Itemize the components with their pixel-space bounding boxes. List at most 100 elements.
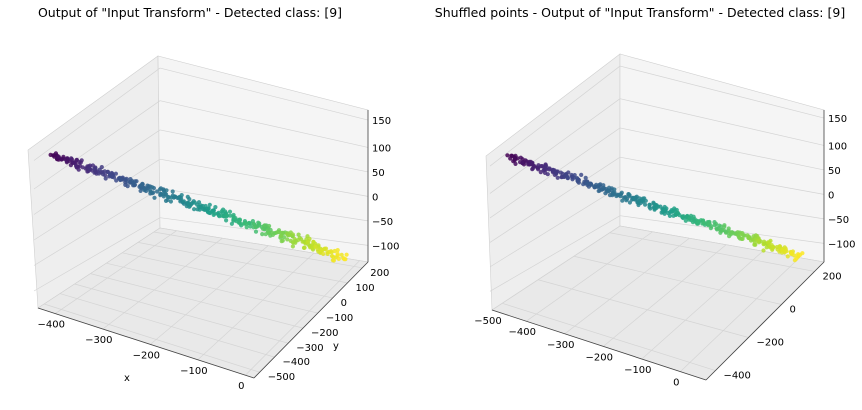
chart-1-point-150 [614,193,619,199]
chart-1-x-tick-label-5: 0 [673,378,679,389]
chart-1-point-283 [713,221,719,226]
chart-0-y-gridline-5 [122,252,333,299]
chart-1-point-274 [701,220,706,226]
chart-0-point-228 [216,210,221,215]
left-x-axis-line [37,307,255,379]
chart-1-point-115 [589,182,594,187]
chart-1-point-187 [643,202,648,207]
chart-0-point-244 [227,209,233,214]
chart-0-point-259 [233,216,238,221]
chart-0-x-tick-label-3: −100 [180,366,207,377]
chart-1-point-383 [784,249,789,254]
chart-0-point-399 [342,257,347,262]
chart-0-point-239 [223,209,228,214]
chart-0-point-35 [69,156,74,161]
left-x-axis-label: x [124,373,130,384]
chart-1-point-323 [740,236,745,241]
chart-0-point-73 [100,172,106,177]
chart-0-y-tick-label-2: −300 [296,343,323,354]
chart-0-x-gridline-3 [197,252,315,361]
chart-0-point-247 [228,213,233,218]
chart-1-point-236 [675,210,680,215]
chart-0-z-gridline-a-1 [33,188,161,266]
chart-0-point-263 [238,221,243,226]
chart-1-point-300 [726,226,731,231]
chart-1-z-gridline-a-5 [489,65,621,167]
chart-0-point-394 [335,248,340,253]
chart-1-x-gridline-4 [641,250,764,360]
chart-0-point-381 [321,251,326,256]
chart-0-point-280 [257,221,262,226]
chart-0-point-196 [192,207,197,212]
chart-1-point-89 [572,173,577,178]
chart-0-z-tick-label-0: −100 [372,241,399,252]
chart-1-point-284 [708,226,714,231]
chart-1-point-357 [761,248,766,253]
chart-1-point-64 [551,168,556,173]
chart-1-point-98 [576,180,582,185]
chart-0-point-297 [262,223,267,228]
right-subplot: Shuffled points - Output of "Input Trans… [435,5,856,389]
chart-1-point-190 [643,198,648,203]
chart-1-z-gridline-a-2 [489,156,621,243]
chart-1-point-359 [765,240,771,245]
chart-0-point-216 [206,206,211,211]
chart-1-point-366 [771,245,776,250]
chart-0-point-308 [270,232,275,237]
chart-1-z-tick-label-5: 150 [828,114,847,125]
chart-1-point-349 [756,238,761,244]
chart-0-point-23 [64,159,70,164]
chart-0-point-335 [290,244,295,249]
chart-1-point-112 [585,181,590,186]
chart-0-point-274 [244,221,249,227]
chart-1-point-244 [683,218,688,223]
chart-0-point-336 [290,232,295,237]
chart-1-point-39 [536,167,541,172]
chart-0-point-341 [295,238,301,243]
chart-1-point-148 [612,187,617,192]
chart-1-point-0 [505,153,510,158]
chart-1-point-217 [663,207,668,213]
chart-0-point-68 [96,171,102,176]
chart-0-x-gridline-1 [102,237,223,330]
chart-0-point-301 [267,223,272,229]
chart-0-point-339 [292,236,297,242]
chart-1-point-287 [719,224,724,229]
chart-0-point-188 [181,199,186,204]
chart-1-z-tick-label-1: −50 [828,215,849,226]
chart-1-x-gridline-3 [603,244,727,347]
left-y-axis-label: y [333,341,339,352]
chart-1-z-tick-label-4: 100 [828,141,847,152]
right-y-axis-line [705,261,825,381]
chart-1-point-242 [681,214,686,219]
left-subplot: Output of "Input Transform" - Detected c… [27,5,399,392]
chart-0-z-tick-label-2: 0 [372,192,378,203]
chart-1-point-304 [727,234,732,239]
chart-1-point-12 [513,161,518,166]
chart-1-point-158 [620,198,625,203]
chart-0-point-213 [207,202,212,207]
chart-0-point-105 [125,184,130,189]
chart-0-x-gridline-4 [245,260,360,376]
chart-1-point-322 [739,232,744,237]
chart-0-point-164 [163,198,169,203]
chart-1-point-253 [687,216,693,221]
chart-1-point-36 [530,166,536,171]
chart-1-point-194 [647,202,652,207]
chart-1-z-gridline-b-2 [619,156,825,195]
chart-1-point-257 [690,220,696,225]
chart-1-point-125 [597,183,602,188]
chart-0-point-158 [163,191,168,196]
chart-1-point-192 [648,206,653,211]
chart-0-z-gridline-b-2 [159,158,369,197]
chart-0-y-gridline-0 [43,303,260,373]
chart-1-point-382 [780,248,785,253]
right-scatter-points [505,153,805,263]
chart-1-point-149 [612,190,617,195]
chart-0-x-gridline-2 [150,245,269,345]
chart-1-z-gridline-b-1 [619,186,825,220]
chart-0-point-32 [71,160,76,165]
chart-0-y-gridline-3 [90,273,304,329]
chart-0-point-361 [305,240,310,245]
